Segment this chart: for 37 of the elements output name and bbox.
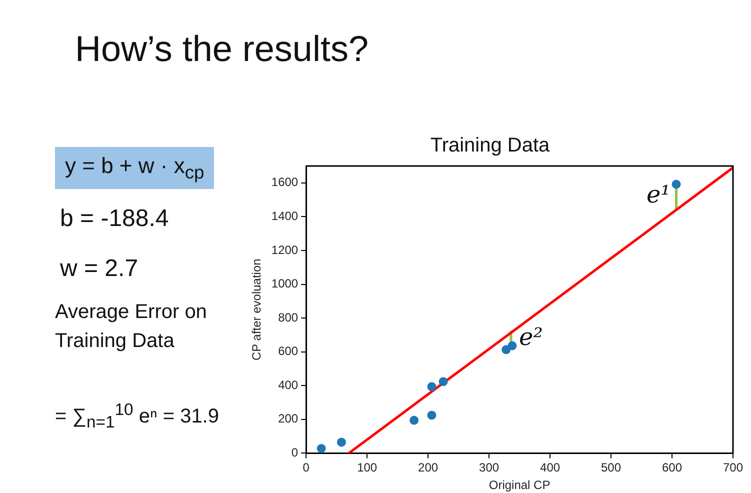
x-axis-title: Original CP [488, 478, 550, 492]
x-tick-label: 200 [418, 460, 438, 475]
y-tick-label: 200 [278, 412, 298, 426]
x-tick-label: 500 [601, 460, 622, 475]
annotation: e¹ [646, 180, 670, 209]
y-tick-label: 1400 [271, 208, 298, 223]
text: Average Error on Training Data [55, 300, 208, 354]
point [336, 438, 346, 447]
x-tick-label: 300 [479, 460, 500, 475]
point [502, 345, 511, 354]
point [672, 180, 681, 189]
x-tick-label: 600 [662, 460, 682, 475]
y-tick-label: 1200 [271, 242, 298, 257]
text: b = -188.4 [60, 205, 169, 233]
x-tick-label: 100 [357, 460, 378, 475]
x-tick-label: 400 [540, 460, 560, 475]
x-tick-label: 700 [722, 460, 744, 475]
point [410, 416, 419, 425]
y-tick-label: 600 [278, 344, 298, 358]
text: = ∑$_{n=1}$$^{10}$ eⁿ = 31.9 [55, 400, 219, 433]
y-tick-label: 400 [278, 378, 298, 392]
text: w = 2.7 [60, 255, 138, 283]
annotation: e² [519, 323, 543, 352]
x-tick-label: 0 [302, 460, 310, 475]
point [438, 377, 448, 386]
point [508, 341, 517, 350]
chart-title: Training Data [430, 134, 551, 157]
point [427, 382, 436, 392]
point [427, 410, 436, 420]
y-tick-label: 1000 [271, 276, 298, 291]
text: y = b + w · x$_{cp}$ [55, 147, 214, 190]
point [316, 444, 326, 453]
y-tick-label: 1600 [271, 175, 298, 190]
text: How’s the results? [75, 28, 368, 70]
y-tick-label: 800 [278, 310, 298, 324]
y-tick-label: 0 [291, 446, 298, 460]
y-axis-title: CP after evoluation [250, 258, 264, 361]
